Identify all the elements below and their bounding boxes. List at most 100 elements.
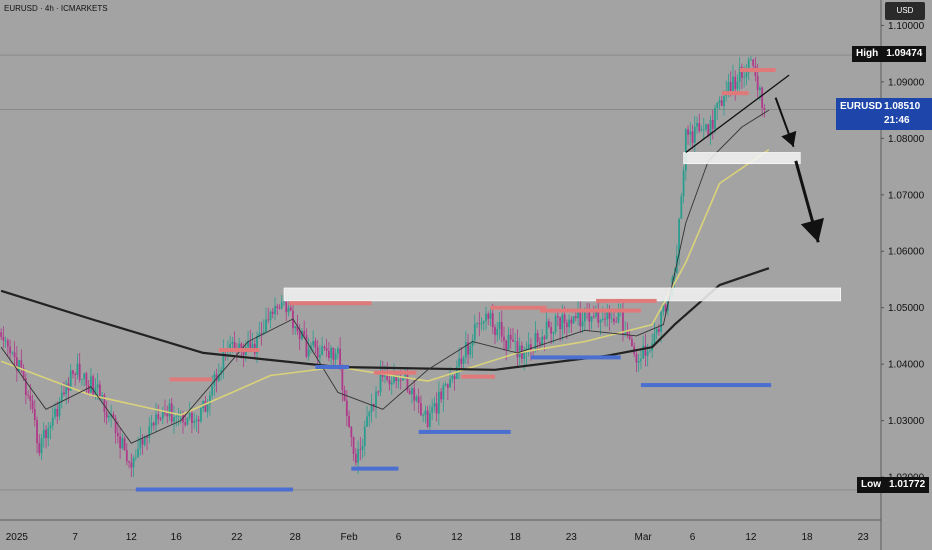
candle-body xyxy=(734,76,737,89)
candle-body xyxy=(554,315,557,333)
x-tick-label: 12 xyxy=(745,532,757,543)
candle-body xyxy=(213,374,216,386)
candle-body xyxy=(538,342,541,345)
candle-body xyxy=(637,360,640,363)
candle-body xyxy=(123,438,126,451)
candle-body xyxy=(6,340,9,347)
candle-body xyxy=(139,439,142,449)
candle-body xyxy=(413,388,416,401)
candle-body xyxy=(711,119,714,129)
candle-body xyxy=(599,320,602,323)
candle-body xyxy=(278,307,281,309)
candle-body xyxy=(747,59,750,73)
candle-body xyxy=(574,316,577,319)
candle-body xyxy=(720,100,723,106)
candle-body xyxy=(583,308,586,322)
candle-body xyxy=(301,330,303,340)
candle-body xyxy=(54,408,56,418)
candle-body xyxy=(363,426,366,447)
candle-body xyxy=(265,319,267,332)
candle-body xyxy=(36,420,38,444)
candle-body xyxy=(597,310,600,323)
x-tick-label: 23 xyxy=(566,532,578,543)
candle-body xyxy=(608,311,611,319)
candle-body xyxy=(758,87,761,91)
candle-body xyxy=(148,426,151,438)
candle-body xyxy=(368,411,371,417)
candle-body xyxy=(325,348,328,351)
candle-body xyxy=(545,321,548,340)
bar-countdown: 21:46 xyxy=(884,115,910,126)
candle-body xyxy=(530,344,532,351)
candle-body xyxy=(38,443,41,454)
moving-average-fast xyxy=(0,109,770,444)
candle-body xyxy=(341,366,344,391)
candle-body xyxy=(440,391,443,400)
candle-body xyxy=(761,87,764,108)
candle-body xyxy=(11,352,14,354)
candle-body xyxy=(388,379,391,385)
candle-body xyxy=(732,76,734,91)
candle-body xyxy=(350,426,353,438)
candle-body xyxy=(678,218,680,256)
candle-body xyxy=(464,342,467,358)
candle-body xyxy=(206,404,209,412)
candle-body xyxy=(85,373,88,386)
candle-body xyxy=(289,307,292,311)
candle-body xyxy=(687,129,689,135)
y-tick-label: 1.05000 xyxy=(888,303,925,314)
candle-body xyxy=(644,345,647,356)
candle-body xyxy=(29,395,32,401)
candle-body xyxy=(200,408,202,422)
supply-level xyxy=(169,377,213,382)
candle-body xyxy=(27,394,29,396)
candle-body xyxy=(15,357,18,371)
candle-body xyxy=(752,59,755,66)
candle-body xyxy=(238,343,240,351)
candle-body xyxy=(523,352,526,359)
candle-body xyxy=(177,414,180,417)
x-tick-label: 23 xyxy=(858,532,870,543)
candle-body xyxy=(339,348,342,367)
candle-body xyxy=(716,103,719,108)
candle-body xyxy=(285,300,288,313)
candle-body xyxy=(256,336,258,354)
candle-body xyxy=(45,429,47,439)
candle-body xyxy=(435,403,438,414)
candle-body xyxy=(420,403,422,416)
candle-body xyxy=(336,348,339,354)
candle-body xyxy=(307,348,310,357)
candle-body xyxy=(702,129,705,131)
candle-body xyxy=(114,417,117,434)
candle-body xyxy=(134,457,137,459)
supply-level xyxy=(288,301,372,306)
candle-body xyxy=(478,323,481,325)
candle-body xyxy=(188,412,191,419)
candle-body xyxy=(33,408,36,421)
candle-body xyxy=(4,340,7,342)
candle-body xyxy=(489,313,492,319)
candle-body xyxy=(65,383,68,395)
candle-body xyxy=(590,316,593,322)
candle-body xyxy=(559,317,562,330)
candle-body xyxy=(287,307,290,313)
x-tick-label: 12 xyxy=(451,532,463,543)
candle-body xyxy=(116,433,119,437)
candle-body xyxy=(738,66,741,82)
arrow-head xyxy=(781,130,797,147)
candle-body xyxy=(215,374,218,381)
candle-body xyxy=(195,419,198,421)
candle-body xyxy=(449,379,452,388)
candle-body xyxy=(568,319,570,328)
candle-body xyxy=(90,376,92,393)
candle-body xyxy=(622,310,624,334)
supply-level xyxy=(461,374,495,379)
currency-button[interactable]: USD xyxy=(885,2,925,20)
candle-body xyxy=(741,66,743,78)
candle-body xyxy=(606,311,609,320)
candle-body xyxy=(305,335,308,357)
candle-body xyxy=(500,322,503,337)
candle-body xyxy=(397,379,400,382)
